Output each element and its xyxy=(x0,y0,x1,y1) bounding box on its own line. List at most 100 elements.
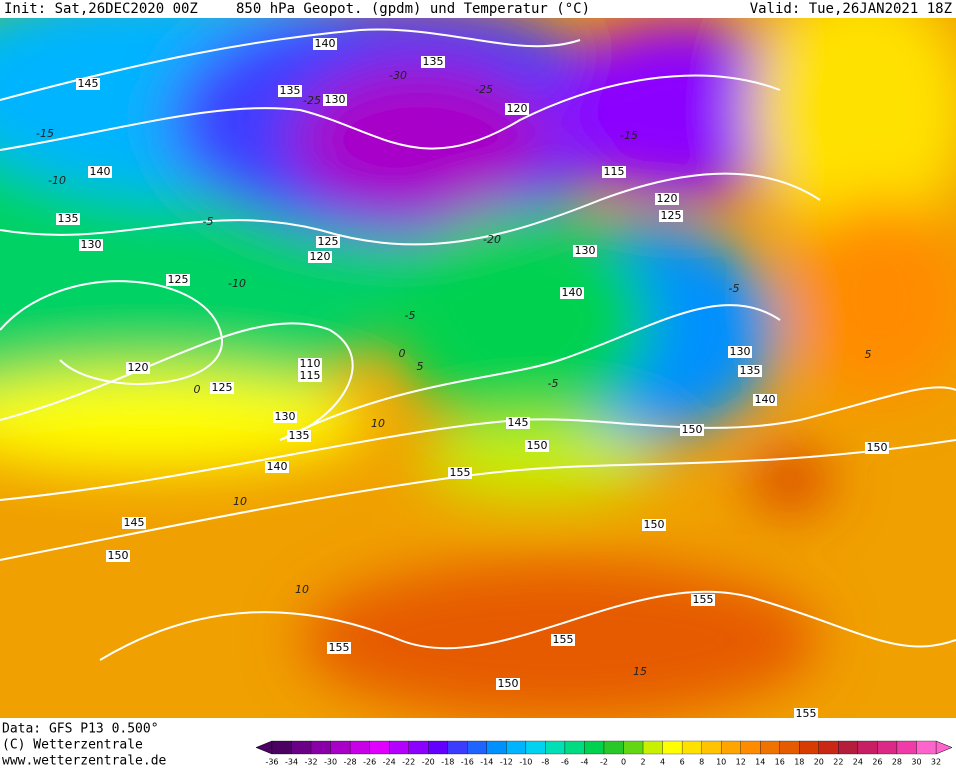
geopotential-contours xyxy=(0,28,956,661)
geopotential-label: 145 xyxy=(508,416,529,429)
colorbar-label: -12 xyxy=(500,758,513,767)
colorbar-box xyxy=(349,740,370,755)
contour-label-box xyxy=(551,634,575,646)
colorbar-box xyxy=(408,740,429,755)
geopotential-label: 135 xyxy=(740,364,761,377)
contour-label-box xyxy=(496,678,520,690)
contour-label-box xyxy=(655,193,679,205)
colorbar-label: -22 xyxy=(402,758,415,767)
colorbar-label: -24 xyxy=(383,758,396,767)
temperature-label: 0 xyxy=(194,383,201,396)
colorbar-label: 12 xyxy=(736,758,746,767)
temperature-label: -15 xyxy=(620,129,638,142)
temperature-label: -5 xyxy=(729,282,740,295)
temperature-label: -30 xyxy=(389,69,407,82)
colorbar-box xyxy=(799,740,819,755)
colorbar-label: -30 xyxy=(324,758,337,767)
colorbar-label: -6 xyxy=(561,758,569,767)
temperature-label: -5 xyxy=(203,215,214,228)
colorbar-label: 10 xyxy=(716,758,726,767)
geopotential-label: 130 xyxy=(730,345,751,358)
geopotential-label: 130 xyxy=(81,238,102,251)
colorbar-box xyxy=(467,740,487,755)
colorbar-box xyxy=(721,740,741,755)
colorbar-box xyxy=(389,740,409,755)
colorbar-label: 18 xyxy=(794,758,804,767)
colorbar-box xyxy=(916,740,937,755)
contour-label-box xyxy=(88,166,112,178)
contour-label-box xyxy=(794,708,818,720)
colorbar-box xyxy=(896,740,917,755)
colorbar-box xyxy=(369,740,390,755)
geopotential-label: 150 xyxy=(867,441,888,454)
geopotential-label: 140 xyxy=(562,286,583,299)
contour-label-box xyxy=(506,417,530,429)
colorbar-box xyxy=(603,740,624,755)
temperature-label: 10 xyxy=(371,417,385,430)
geopotential-label: 150 xyxy=(527,439,548,452)
temperature-label: 5 xyxy=(417,360,424,373)
contour-label-box xyxy=(308,251,332,263)
contour-label-box xyxy=(126,362,150,374)
contour-label-box xyxy=(865,442,889,454)
contour-label-box xyxy=(421,56,445,68)
geopotential-label: 125 xyxy=(168,273,189,286)
colorbar-box xyxy=(740,740,761,755)
colorbar-label: 8 xyxy=(699,758,704,767)
contour-label-box xyxy=(298,358,322,370)
contour-label-box xyxy=(448,467,472,479)
colorbar-label: -36 xyxy=(265,758,278,767)
contour-label-box xyxy=(79,239,103,251)
colorbar-label: 20 xyxy=(814,758,824,767)
valid-time: Valid: Tue,26JAN2021 18Z xyxy=(750,1,952,17)
contour-label-box xyxy=(327,642,351,654)
temperature-label: 15 xyxy=(633,665,647,678)
colorbar-box xyxy=(681,740,702,755)
geopotential-label: 130 xyxy=(325,93,346,106)
colorbar-box xyxy=(564,740,585,755)
colorbar-box xyxy=(271,740,292,755)
colorbar-label: -8 xyxy=(541,758,549,767)
map-title: 850 hPa Geopot. (gpdm) und Temperatur (°… xyxy=(236,1,590,17)
colorbar-label: -2 xyxy=(600,758,608,767)
colorbar-box xyxy=(642,740,663,755)
colorbar-box xyxy=(330,740,351,755)
header-bar xyxy=(0,0,956,18)
geopotential-label: 120 xyxy=(657,192,678,205)
colorbar-box xyxy=(545,740,566,755)
geopotential-label: 140 xyxy=(267,460,288,473)
geopotential-label: 110 xyxy=(300,357,321,370)
colorbar-box xyxy=(486,740,507,755)
colorbar-box xyxy=(818,740,839,755)
temperature-label: 10 xyxy=(295,583,309,596)
colorbar-box xyxy=(584,740,605,755)
colorbar-label: 0 xyxy=(621,758,626,767)
temperature-label: -10 xyxy=(48,174,66,187)
contour-label-box xyxy=(728,346,752,358)
contour-label-box xyxy=(505,103,529,115)
contour-label-box xyxy=(525,440,549,452)
contour-label-box xyxy=(273,411,297,423)
geopotential-label: 135 xyxy=(58,212,79,225)
temperature-label: -5 xyxy=(548,377,559,390)
geopotential-label: 130 xyxy=(575,244,596,257)
temperature-label: -25 xyxy=(303,94,321,107)
website: www.wetterzentrale.de xyxy=(2,754,167,768)
contour-label-box xyxy=(642,519,666,531)
geopotential-label: 125 xyxy=(318,235,339,248)
colorbar-label: -34 xyxy=(285,758,298,767)
contour-label-box xyxy=(323,94,347,106)
temperature-label: -5 xyxy=(405,309,416,322)
colorbar-box xyxy=(779,740,800,755)
contour-label-box xyxy=(166,274,190,286)
colorbar-label: -18 xyxy=(441,758,454,767)
contour-label-box xyxy=(76,78,100,90)
geopotential-label: 115 xyxy=(300,369,321,382)
colorbar-box xyxy=(877,740,898,755)
colorbar-box xyxy=(525,740,546,755)
colorbar-label: 4 xyxy=(660,758,665,767)
contour-label-box xyxy=(56,213,80,225)
colorbar-box xyxy=(291,740,312,755)
geopotential-label: 155 xyxy=(693,593,714,606)
